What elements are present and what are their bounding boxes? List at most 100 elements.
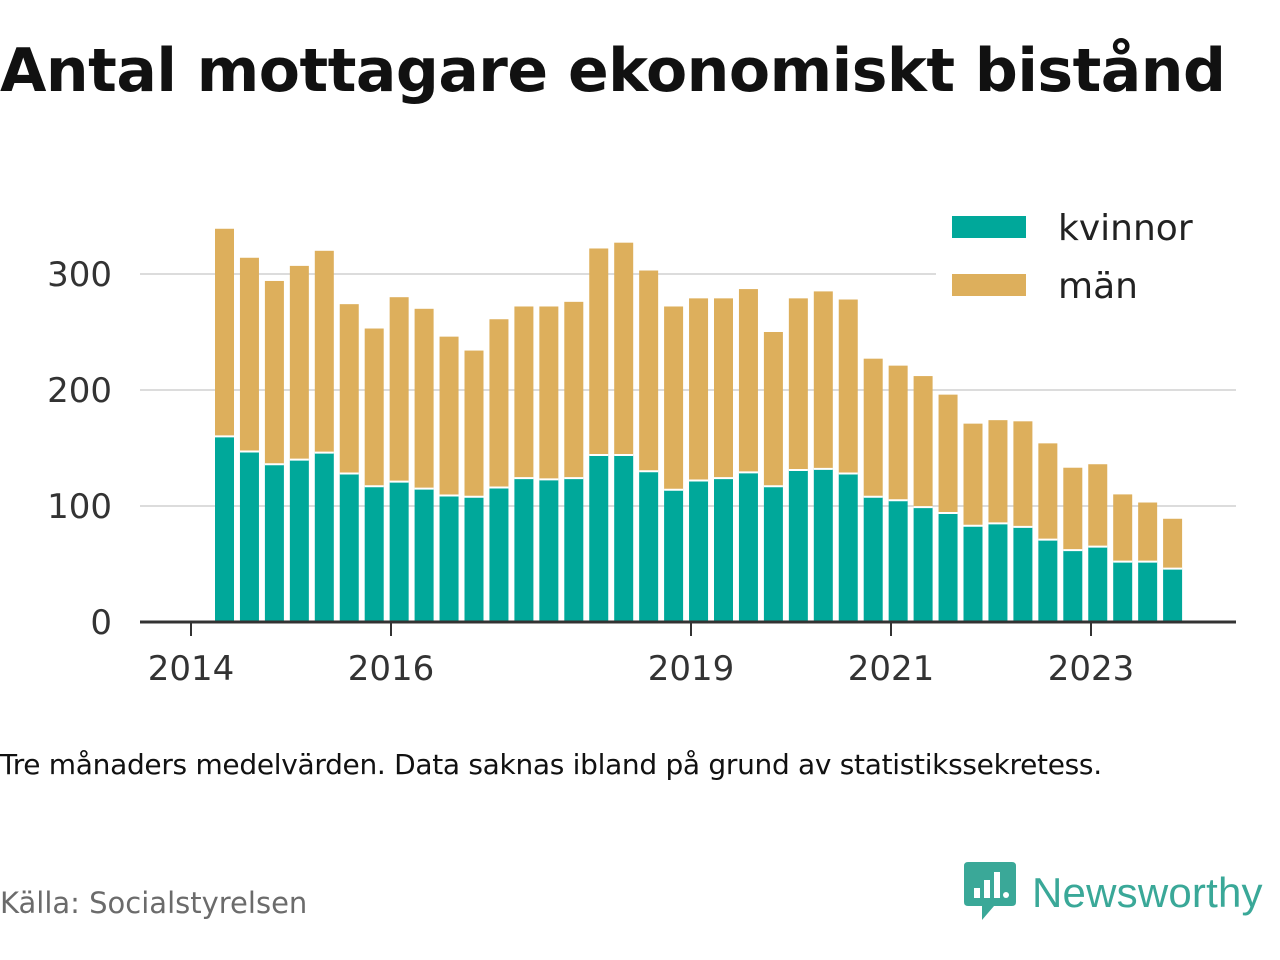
bar-man — [1088, 464, 1108, 547]
bar-man — [763, 332, 783, 487]
x-tick-label: 2014 — [148, 649, 235, 689]
bar-kvinnor — [215, 436, 234, 622]
bar-kvinnor — [1163, 568, 1183, 622]
stacked-bar-chart: 0 100 200 300 2014 2016 2019 2021 2023 kvinnor mä… — [47, 200, 1236, 689]
bar-kvinnor — [464, 496, 484, 622]
bar-man — [963, 423, 983, 526]
bar-man — [639, 270, 659, 472]
bar-man — [664, 306, 684, 490]
y-tick-label: 200 — [47, 371, 112, 411]
bar-kvinnor — [414, 488, 434, 622]
bar-kvinnor — [439, 495, 459, 622]
bar-man — [389, 297, 409, 482]
bar-kvinnor — [1038, 539, 1058, 622]
bar-kvinnor — [489, 487, 509, 622]
bar-man — [1013, 421, 1033, 527]
bar-man — [364, 328, 384, 487]
bar-kvinnor — [239, 451, 259, 622]
axes: 0 100 200 300 2014 2016 2019 2021 2023 — [47, 255, 1236, 689]
bar-kvinnor — [539, 479, 559, 622]
bar-kvinnor — [289, 459, 309, 622]
bar-kvinnor — [963, 525, 983, 622]
bar-kvinnor — [888, 500, 908, 622]
bar-kvinnor — [664, 489, 684, 622]
source-text: Källa: Socialstyrelsen — [0, 886, 308, 920]
bar-kvinnor — [614, 454, 634, 622]
bar-kvinnor — [514, 478, 534, 622]
bar-kvinnor — [1088, 546, 1108, 622]
bar-man — [239, 257, 259, 452]
newsworthy-brand[interactable]: Newsworthy — [964, 862, 1263, 924]
bar-man — [464, 350, 484, 497]
bar-man — [1163, 518, 1183, 569]
legend: kvinnor män — [936, 200, 1236, 316]
bar-kvinnor — [838, 473, 858, 622]
bar-kvinnor — [564, 478, 584, 622]
bar-kvinnor — [988, 523, 1008, 622]
chart-title: Antal mottagare ekonomiskt bistånd — [0, 36, 1226, 106]
legend-label: kvinnor — [1058, 208, 1193, 249]
x-tick-label: 2016 — [348, 649, 435, 689]
bar-kvinnor — [813, 468, 833, 622]
bar-kvinnor — [314, 452, 334, 622]
chart-note: Tre månaders medelvärden. Data saknas ib… — [0, 748, 1102, 781]
bar-kvinnor — [1138, 561, 1158, 622]
bar-man — [1138, 502, 1158, 562]
bar-man — [264, 280, 284, 465]
bar-kvinnor — [763, 486, 783, 622]
bar-man — [589, 248, 609, 455]
bar-man — [489, 319, 509, 488]
bar-kvinnor — [738, 472, 758, 622]
bar-man — [289, 265, 309, 460]
bar-man — [439, 336, 459, 496]
bar-man — [215, 228, 234, 437]
bar-kvinnor — [639, 471, 659, 622]
bar-man — [813, 291, 833, 469]
bar-kvinnor — [863, 496, 883, 622]
legend-swatch — [952, 274, 1026, 296]
x-tick-label: 2019 — [648, 649, 735, 689]
bar-man — [414, 308, 434, 489]
bar-kvinnor — [788, 470, 808, 622]
x-tick-label: 2021 — [848, 649, 935, 689]
bar-man — [913, 376, 933, 508]
legend-swatch — [952, 216, 1026, 238]
bar-kvinnor — [1063, 550, 1083, 622]
bar-man — [863, 358, 883, 497]
bar-man — [614, 242, 634, 455]
bar-man — [714, 298, 733, 479]
bar-man — [314, 250, 334, 453]
newsworthy-logo-icon — [964, 862, 1016, 920]
bar-man — [1113, 494, 1133, 562]
bar-man — [1038, 443, 1058, 540]
bar-kvinnor — [938, 512, 958, 622]
bar-man — [564, 301, 584, 479]
bar-man — [539, 306, 559, 480]
bar-man — [888, 365, 908, 501]
bar-man — [988, 420, 1008, 524]
bar-man — [788, 298, 808, 471]
x-tick-label: 2023 — [1048, 649, 1135, 689]
bar-man — [514, 306, 534, 479]
bar-kvinnor — [913, 507, 933, 622]
y-tick-label: 0 — [90, 603, 112, 643]
bar-kvinnor — [689, 480, 709, 622]
bar-man — [738, 289, 758, 473]
bar-kvinnor — [339, 473, 359, 622]
bar-kvinnor — [1013, 526, 1033, 622]
bars — [215, 228, 1183, 622]
bar-man — [1063, 467, 1083, 551]
bar-kvinnor — [589, 454, 609, 622]
bar-man — [689, 298, 709, 481]
bar-man — [339, 304, 359, 474]
bar-man — [938, 394, 958, 513]
bar-kvinnor — [364, 486, 384, 622]
brand-name: Newsworthy — [1032, 869, 1263, 916]
bar-kvinnor — [1113, 561, 1133, 622]
legend-label: män — [1058, 266, 1138, 307]
bar-kvinnor — [264, 464, 284, 622]
bar-kvinnor — [389, 481, 409, 622]
bar-man — [838, 299, 858, 474]
y-tick-label: 300 — [47, 255, 112, 295]
y-tick-label: 100 — [47, 487, 112, 527]
